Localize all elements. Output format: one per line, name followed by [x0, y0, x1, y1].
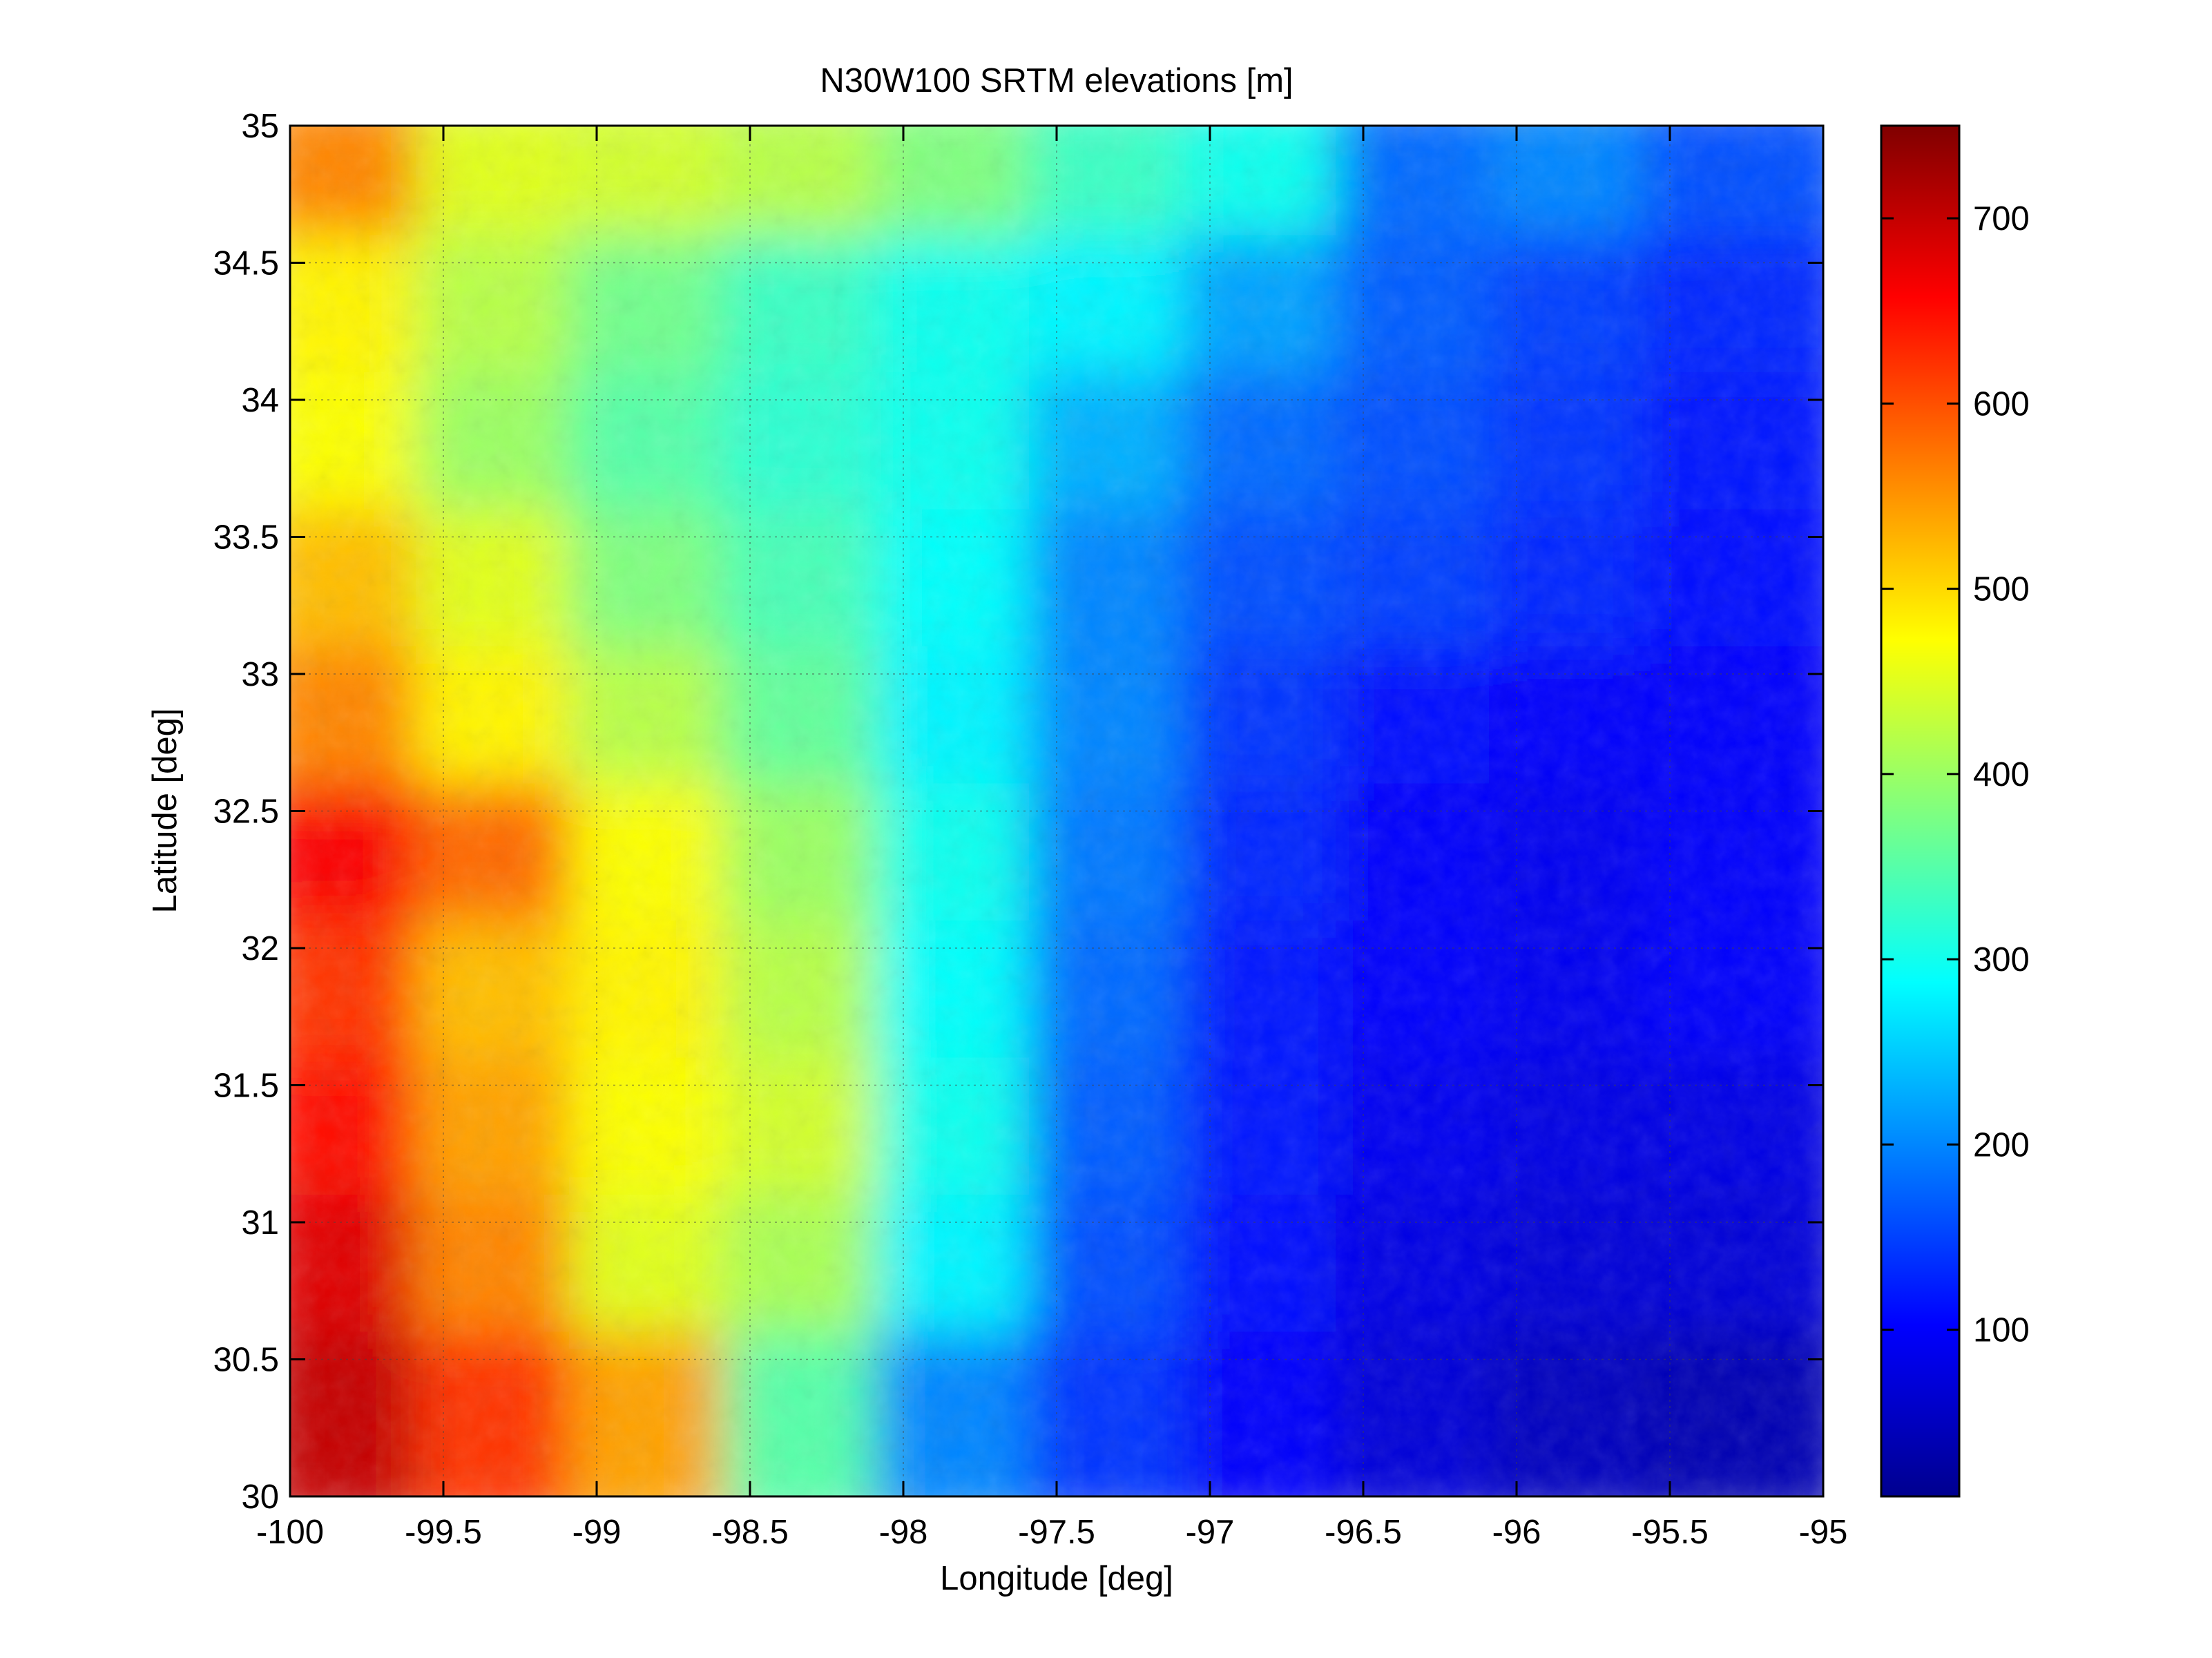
x-tick-label: -99.5: [405, 1514, 482, 1551]
x-tick-label: -95: [1799, 1514, 1848, 1551]
y-tick-label: 33.5: [213, 519, 279, 557]
grid: [290, 126, 1823, 1496]
colorbar-tick-label: 100: [1973, 1312, 2030, 1349]
colorbar-ticks: 100 200 300 400 500 600 700: [1881, 200, 2030, 1349]
x-tick-label: -98: [879, 1514, 928, 1551]
colorbar: [1880, 124, 1961, 1498]
y-tick-label: 32.5: [213, 793, 279, 831]
colorbar-tick-label: 300: [1973, 941, 2030, 979]
x-tick-label: -96.5: [1325, 1514, 1402, 1551]
x-tick-label: -98.5: [711, 1514, 789, 1551]
y-tick-label: 34.5: [213, 245, 279, 282]
y-tick-label: 30: [241, 1478, 279, 1516]
x-axis-label: Longitude [deg]: [940, 1560, 1173, 1597]
x-tick-label: -97: [1186, 1514, 1235, 1551]
y-tick-label: 35: [241, 108, 279, 145]
x-tick-label: -97.5: [1018, 1514, 1095, 1551]
colorbar-tick-label: 500: [1973, 571, 2030, 608]
colorbar-tick-label: 700: [1973, 200, 2030, 238]
x-tick-label: -99: [573, 1514, 622, 1551]
x-tick-label: -96: [1492, 1514, 1541, 1551]
x-axis: -100 -99.5 -99 -98.5 -98 -97.5 -97 -96.5 -96 -95.…: [256, 126, 1847, 1551]
colorbar-tick-label: 200: [1973, 1126, 2030, 1164]
colorbar-tick-label: 400: [1973, 756, 2030, 793]
y-tick-label: 30.5: [213, 1342, 279, 1379]
y-tick-label: 31: [241, 1204, 279, 1242]
y-axis: 30 30.5 31 31.5 32 32.5 33 33.5 34 34.5 35: [213, 108, 1823, 1516]
x-tick-label: -95.5: [1631, 1514, 1709, 1551]
colorbar-tick-label: 600: [1973, 385, 2030, 423]
y-tick-label: 33: [241, 656, 279, 693]
x-tick-label: -100: [256, 1514, 324, 1551]
y-tick-label: 34: [241, 382, 279, 419]
y-tick-label: 32: [241, 930, 279, 967]
chart-title: N30W100 SRTM elevations [m]: [820, 62, 1293, 99]
y-tick-label: 31.5: [213, 1068, 279, 1105]
y-axis-label: Latitude [deg]: [146, 708, 184, 914]
